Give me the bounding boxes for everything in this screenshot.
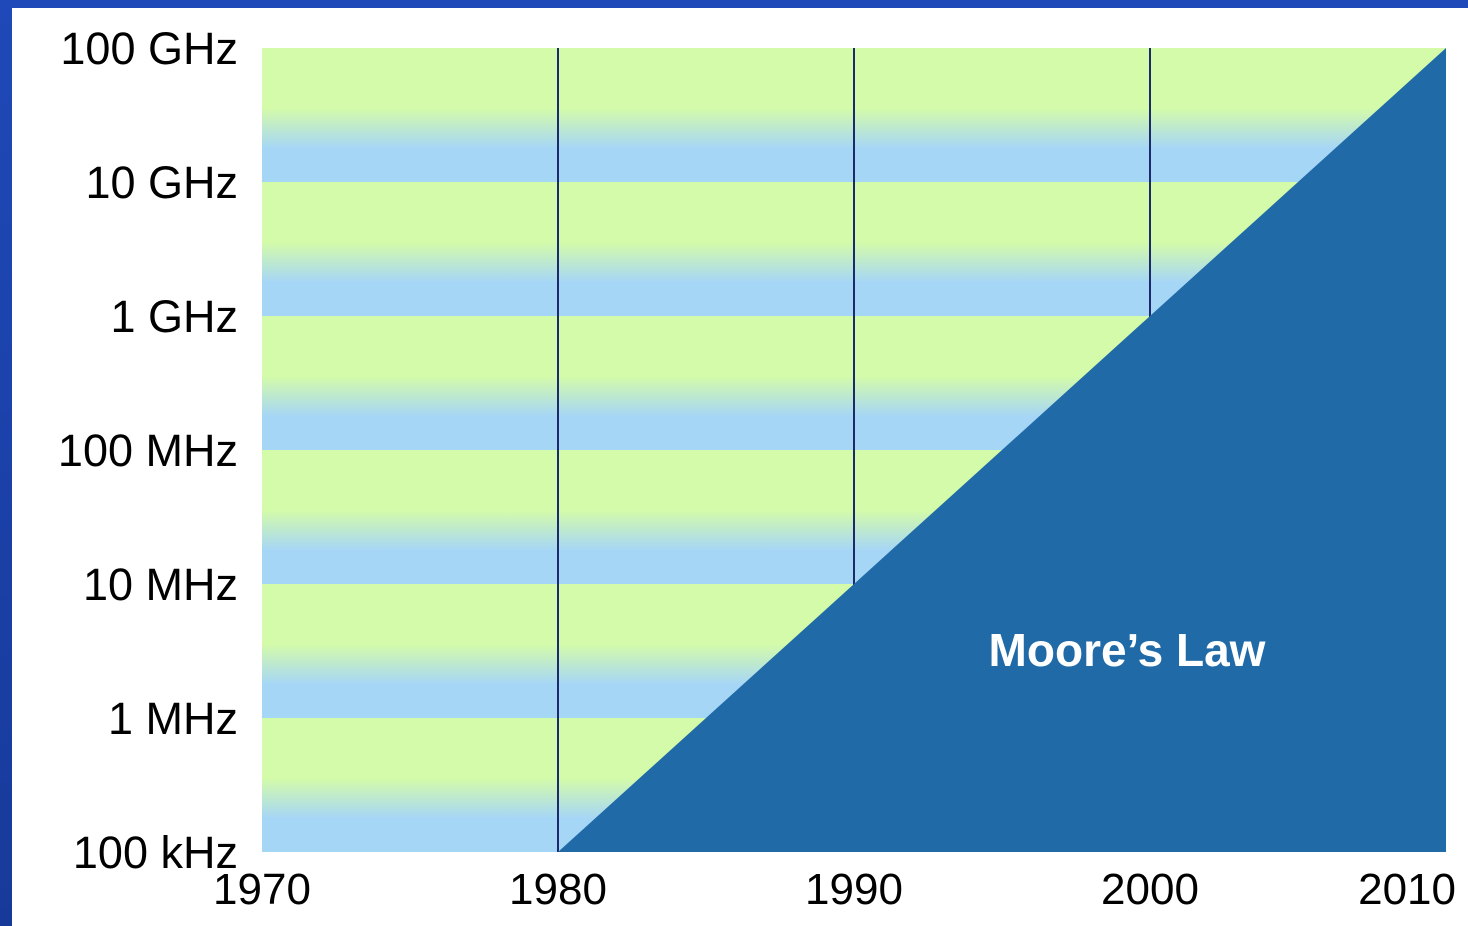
y-tick-label: 10 GHz bbox=[85, 157, 238, 208]
y-tick-label: 1 GHz bbox=[110, 291, 238, 342]
y-tick-label: 1 MHz bbox=[108, 693, 238, 744]
x-tick-label: 2010 bbox=[1358, 865, 1456, 914]
y-tick-label: 10 MHz bbox=[83, 559, 238, 610]
x-tick-label: 1970 bbox=[213, 865, 311, 914]
y-tick-label: 100 kHz bbox=[73, 827, 238, 878]
y-tick-label: 100 MHz bbox=[58, 425, 238, 476]
moores-law-area bbox=[558, 48, 1446, 852]
x-tick-label: 1980 bbox=[509, 865, 607, 914]
series-area-layer bbox=[558, 48, 1446, 852]
y-axis-tick-labels: 100 GHz 10 GHz 1 GHz 100 MHz 10 MHz 1 MHz 100 … bbox=[58, 23, 238, 878]
x-tick-label: 2000 bbox=[1101, 865, 1199, 914]
y-tick-label: 100 GHz bbox=[60, 23, 238, 74]
moores-law-annotation: Moore’s Law bbox=[989, 624, 1266, 676]
x-tick-label: 1990 bbox=[805, 865, 903, 914]
x-axis-tick-labels: 1970 1980 1990 2000 2010 bbox=[213, 865, 1456, 914]
